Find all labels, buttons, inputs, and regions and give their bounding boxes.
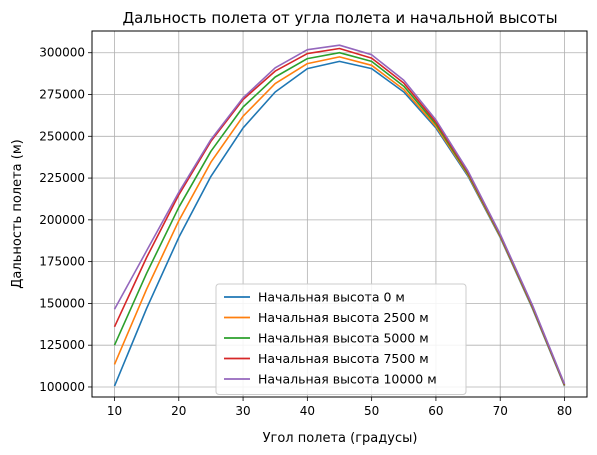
y-axis: 100000 125000 150000 175000 200000 225000 2500… — [39, 46, 92, 394]
x-axis: 10 20 30 40 50 60 70 80 — [107, 397, 572, 418]
x-tick-label: 10 — [107, 404, 122, 418]
y-tick-label: 250000 — [39, 129, 85, 143]
x-tick-label: 80 — [557, 404, 572, 418]
series-lines — [113, 44, 566, 387]
y-tick-label: 200000 — [39, 213, 85, 227]
legend-label: Начальная высота 7500 м — [258, 351, 429, 366]
legend-label: Начальная высота 10000 м — [258, 372, 437, 387]
x-tick-label: 30 — [235, 404, 250, 418]
series-line-4 — [113, 44, 566, 385]
x-tick-label: 40 — [300, 404, 315, 418]
x-tick-label: 70 — [493, 404, 508, 418]
y-tick-label: 225000 — [39, 171, 85, 185]
y-tick-label: 125000 — [39, 338, 85, 352]
y-tick-label: 150000 — [39, 296, 85, 310]
x-tick-label: 60 — [428, 404, 443, 418]
y-tick-label: 100000 — [39, 380, 85, 394]
legend: Начальная высота 0 м Начальная высота 250… — [215, 283, 467, 395]
plot-frame — [91, 30, 588, 398]
chart-title: Дальность полета от угла полета и началь… — [122, 9, 557, 27]
legend-label: Начальная высота 5000 м — [258, 331, 429, 346]
legend-label: Начальная высота 0 м — [258, 290, 405, 305]
x-tick-label: 20 — [171, 404, 186, 418]
x-axis-label: Угол полета (градусы) — [263, 431, 418, 446]
y-axis-label: Дальность полета (м) — [10, 139, 25, 288]
y-tick-label: 300000 — [39, 46, 85, 60]
legend-box — [215, 283, 467, 395]
x-tick-label: 50 — [364, 404, 379, 418]
y-tick-label: 175000 — [39, 255, 85, 269]
legend-label: Начальная высота 2500 м — [258, 310, 429, 325]
y-tick-label: 275000 — [39, 88, 85, 102]
